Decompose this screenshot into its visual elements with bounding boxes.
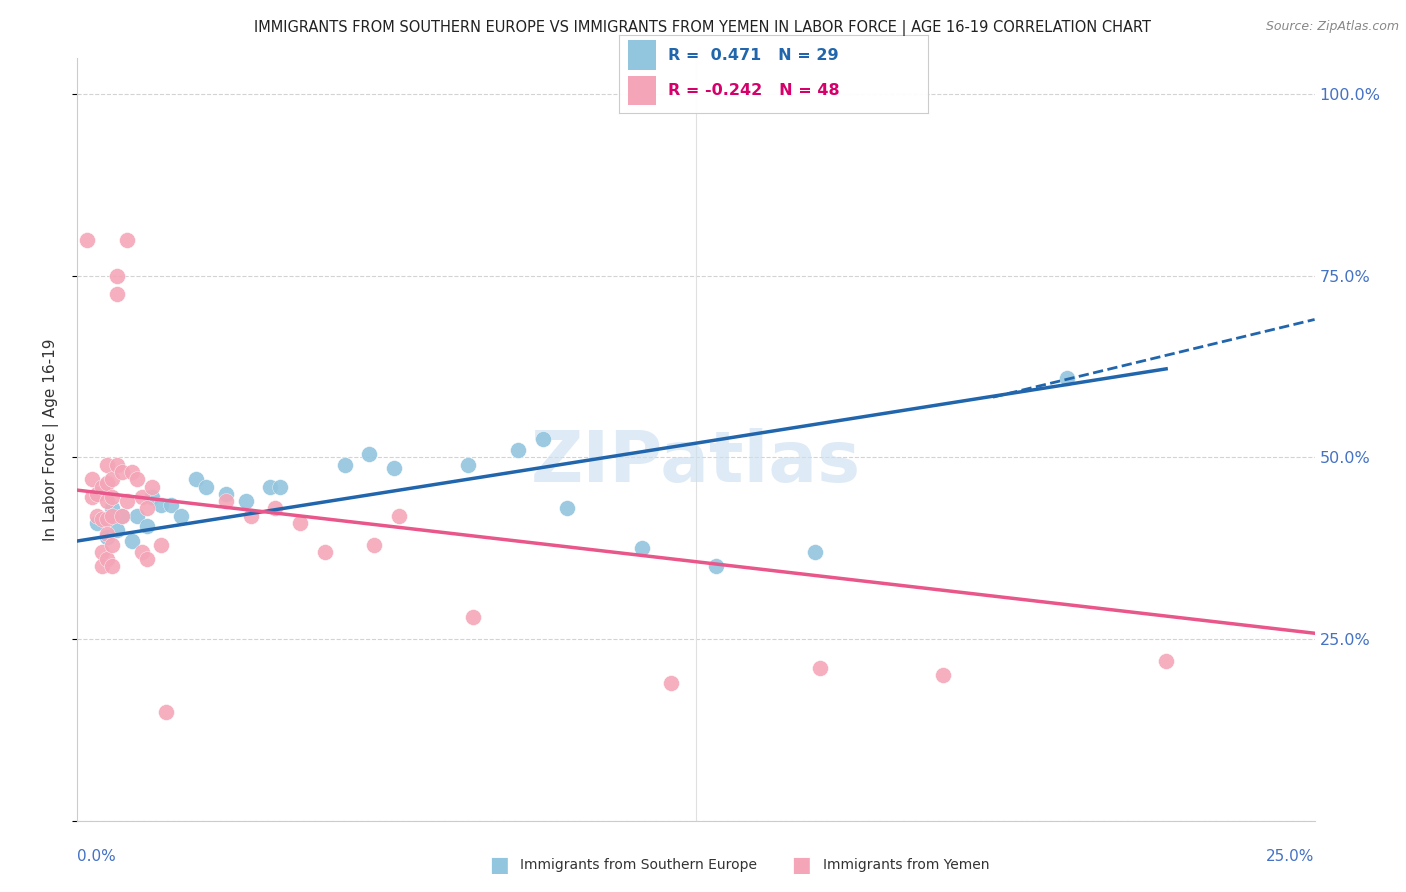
Point [1056, 370, 1078, 384]
Point [105, 458, 128, 472]
Point [101, 501, 124, 516]
Point [150, 498, 173, 512]
Point [131, 491, 153, 505]
Point [96, 552, 118, 566]
Point [111, 508, 134, 523]
Point [82, 472, 104, 486]
Point [160, 498, 183, 512]
Point [105, 287, 128, 301]
Point [359, 447, 381, 461]
Point [363, 538, 385, 552]
Point [288, 516, 311, 530]
Bar [628, 40, 655, 70]
Point [91, 479, 114, 493]
Point [111, 508, 134, 523]
Y-axis label: In Labor Force | Age 16-19: In Labor Force | Age 16-19 [44, 338, 59, 541]
Point [101, 491, 124, 505]
Point [96, 458, 118, 472]
Point [555, 501, 578, 516]
Point [269, 479, 291, 493]
Text: 0.0%: 0.0% [77, 849, 117, 864]
Point [170, 508, 193, 523]
Point [125, 508, 148, 523]
Point [1154, 654, 1177, 668]
Point [239, 508, 262, 523]
Point [457, 458, 479, 472]
Point [131, 545, 153, 559]
Point [105, 523, 128, 537]
Point [150, 538, 173, 552]
Point [195, 479, 218, 493]
Point [135, 552, 157, 566]
Point [91, 559, 114, 574]
Point [125, 472, 148, 486]
Text: Source: ZipAtlas.com: Source: ZipAtlas.com [1265, 20, 1399, 33]
Text: ■: ■ [489, 855, 509, 875]
Text: 25.0%: 25.0% [1267, 849, 1315, 864]
Point [96, 526, 118, 541]
Point [141, 491, 163, 505]
Point [115, 233, 138, 247]
Bar [628, 76, 655, 105]
Point [121, 465, 143, 479]
Point [506, 443, 529, 458]
Point [141, 479, 163, 493]
Point [82, 491, 104, 505]
Point [808, 661, 831, 675]
Point [101, 472, 124, 486]
Point [101, 559, 124, 574]
Point [259, 479, 281, 493]
Point [388, 508, 411, 523]
Text: R = -0.242   N = 48: R = -0.242 N = 48 [668, 83, 839, 98]
Text: Immigrants from Southern Europe: Immigrants from Southern Europe [520, 858, 758, 872]
Point [101, 538, 124, 552]
Point [91, 512, 114, 526]
Text: ZIPatlas: ZIPatlas [531, 427, 860, 497]
Point [105, 268, 128, 283]
Point [215, 487, 238, 501]
Point [135, 501, 157, 516]
Point [76, 233, 98, 247]
Point [184, 472, 207, 486]
Point [704, 559, 727, 574]
Point [135, 519, 157, 533]
Point [235, 494, 257, 508]
Point [115, 494, 138, 508]
Point [314, 545, 336, 559]
Point [215, 494, 238, 508]
Point [121, 533, 143, 548]
Point [659, 675, 682, 690]
Text: R =  0.471   N = 29: R = 0.471 N = 29 [668, 47, 839, 62]
Point [86, 487, 108, 501]
Point [96, 475, 118, 490]
Point [86, 516, 108, 530]
Point [86, 508, 108, 523]
Text: IMMIGRANTS FROM SOUTHERN EUROPE VS IMMIGRANTS FROM YEMEN IN LABOR FORCE | AGE 16: IMMIGRANTS FROM SOUTHERN EUROPE VS IMMIG… [254, 20, 1152, 36]
Text: ■: ■ [792, 855, 811, 875]
Point [630, 541, 652, 556]
Point [155, 705, 177, 719]
Text: Immigrants from Yemen: Immigrants from Yemen [823, 858, 988, 872]
Point [101, 508, 124, 523]
Point [463, 610, 485, 624]
Point [382, 461, 405, 475]
Point [531, 433, 554, 447]
Point [91, 545, 114, 559]
Point [96, 494, 118, 508]
Point [264, 501, 287, 516]
Point [96, 530, 118, 544]
Point [111, 465, 134, 479]
Point [803, 545, 825, 559]
Point [333, 458, 356, 472]
Point [96, 512, 118, 526]
Point [932, 668, 955, 682]
